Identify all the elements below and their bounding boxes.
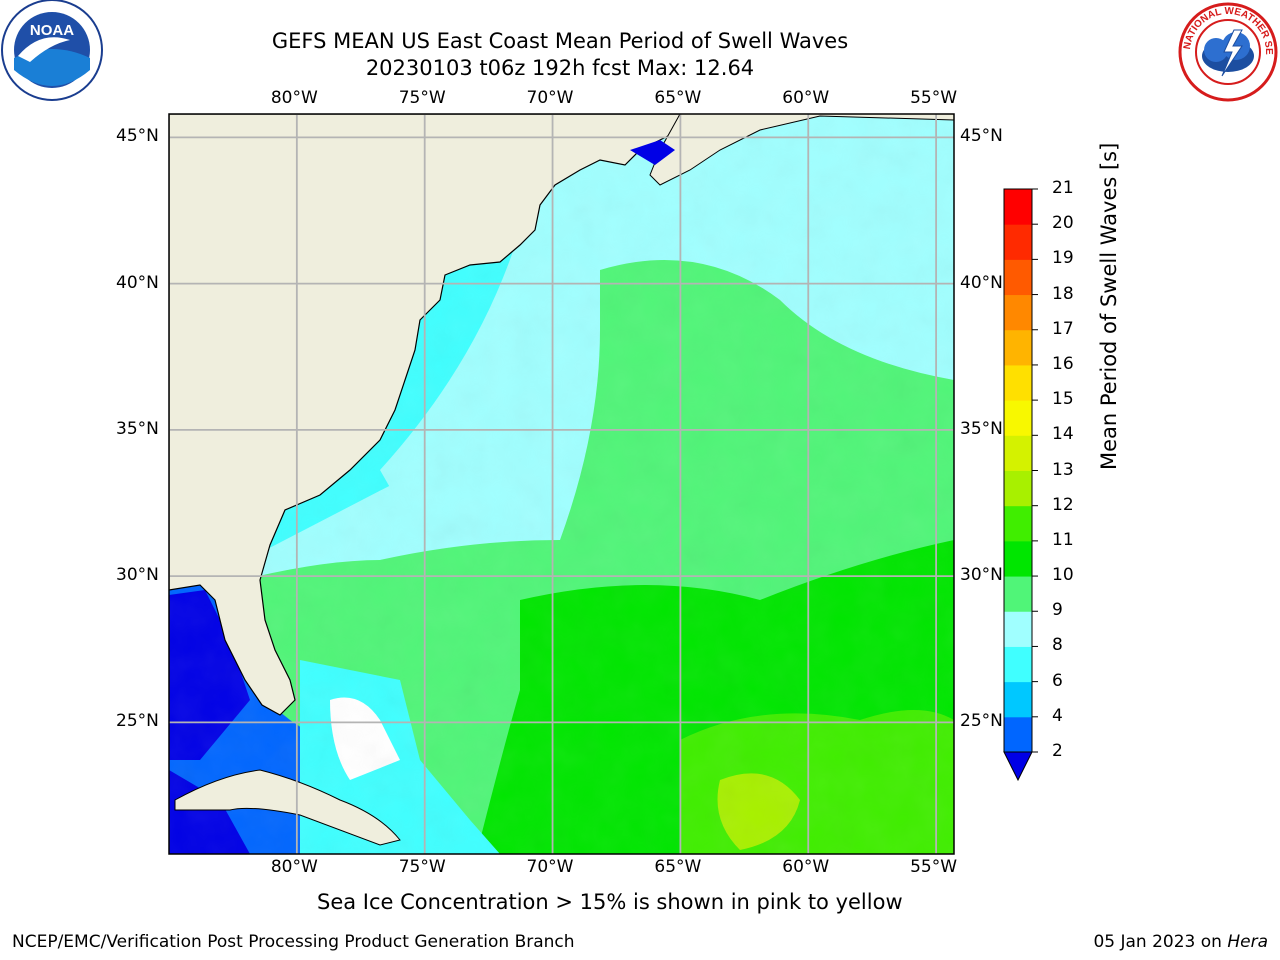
colorbar-segment <box>1004 611 1032 647</box>
footer-machine: Hera <box>1227 932 1268 952</box>
colorbar-tick-label: 13 <box>1052 459 1074 480</box>
lon-label-bottom: 75°W <box>398 857 446 877</box>
colorbar-label: Mean Period of Swell Waves [s] <box>1097 142 1121 470</box>
colorbar-tick-label: 12 <box>1052 494 1074 515</box>
lat-label-left: 25°N <box>116 711 159 732</box>
colorbar-tick-label: 17 <box>1052 318 1074 339</box>
lat-label-right: 40°N <box>960 272 1003 293</box>
colorbar-segment <box>1004 364 1032 401</box>
colorbar-segment <box>1004 400 1032 436</box>
lon-label-bottom: 65°W <box>654 857 702 877</box>
colorbar-tick-label: 18 <box>1052 283 1074 304</box>
colorbar-segment <box>1004 646 1032 683</box>
colorbar-tick-label: 10 <box>1052 565 1074 586</box>
field-bay-of-fundy <box>630 140 675 165</box>
land-north-america <box>169 114 701 716</box>
colorbar-segment <box>1004 716 1032 753</box>
colorbar-tick-label: 9 <box>1052 600 1063 621</box>
colorbar-segment <box>1004 505 1032 542</box>
footer-date: 05 Jan 2023 on Hera <box>1093 932 1268 952</box>
nws-logo: NATIONAL WEATHER SERVICE <box>1176 0 1278 102</box>
lon-label-top: 75°W <box>398 88 446 108</box>
lon-label-bottom: 80°W <box>270 857 318 877</box>
colorbar-segment <box>1004 681 1032 718</box>
land-cuba <box>174 769 401 846</box>
sea-ice-note: Sea Ice Concentration > 15% is shown in … <box>317 890 903 914</box>
colorbar-segment <box>1004 224 1032 260</box>
lat-label-left: 45°N <box>116 126 159 147</box>
colorbar-segment <box>1004 329 1032 366</box>
land-nova-scotia <box>649 114 954 186</box>
noaa-logo-text: NOAA <box>30 22 74 39</box>
lon-label-bottom: 55°W <box>910 857 958 877</box>
colorbar-tick-label: 14 <box>1052 424 1074 445</box>
colorbar-tick-label: 20 <box>1052 213 1074 234</box>
lat-label-right: 45°N <box>960 126 1003 147</box>
lat-label-left: 40°N <box>116 272 159 293</box>
colorbar-tick-label: 19 <box>1052 248 1074 269</box>
footer-date-text: 05 Jan 2023 on <box>1093 932 1222 952</box>
colorbar-tick-label: 8 <box>1052 635 1063 656</box>
map-title: GEFS MEAN US East Coast Mean Period of S… <box>271 29 849 53</box>
map-subtitle: 20230103 t06z 192h fcst Max: 12.64 <box>365 56 755 80</box>
lon-label-top: 65°W <box>654 88 702 108</box>
lat-label-left: 30°N <box>116 565 159 586</box>
colorbar-segment <box>1004 189 1032 225</box>
colorbar-segment <box>1004 576 1032 612</box>
lon-label-bottom: 70°W <box>526 857 574 877</box>
colorbar-tick-label: 2 <box>1052 741 1063 761</box>
colorbar-under-arrow <box>1003 751 1033 782</box>
colorbar-tick-label: 11 <box>1052 529 1074 550</box>
lat-label-right: 25°N <box>960 711 1003 732</box>
lon-label-top: 80°W <box>270 88 318 108</box>
footer-organization: NCEP/EMC/Verification Post Processing Pr… <box>12 932 575 952</box>
graticule <box>169 114 954 854</box>
colorbar-tick-label: 16 <box>1052 353 1074 374</box>
lon-label-top: 55°W <box>910 88 958 108</box>
lon-label-top: 60°W <box>782 88 830 108</box>
lat-label-right: 30°N <box>960 565 1003 586</box>
colorbar-tick-label: 21 <box>1052 178 1074 198</box>
map-field <box>169 114 954 854</box>
colorbar-segment <box>1004 294 1032 331</box>
lon-label-bottom: 60°W <box>782 857 830 877</box>
lat-label-right: 35°N <box>960 418 1003 439</box>
colorbar-segment <box>1004 540 1032 577</box>
colorbar-tick-label: 4 <box>1052 705 1063 726</box>
colorbar-segment <box>1004 435 1032 471</box>
colorbar-segment <box>1004 259 1032 296</box>
lon-label-top: 70°W <box>526 88 574 108</box>
colorbar <box>1003 188 1038 782</box>
lat-label-left: 35°N <box>116 418 159 439</box>
colorbar-tick-label: 15 <box>1052 389 1074 410</box>
colorbar-segment <box>1004 470 1032 507</box>
colorbar-tick-label: 6 <box>1052 670 1063 691</box>
noaa-logo: NOAA <box>1 0 103 101</box>
map-frame <box>168 113 955 855</box>
